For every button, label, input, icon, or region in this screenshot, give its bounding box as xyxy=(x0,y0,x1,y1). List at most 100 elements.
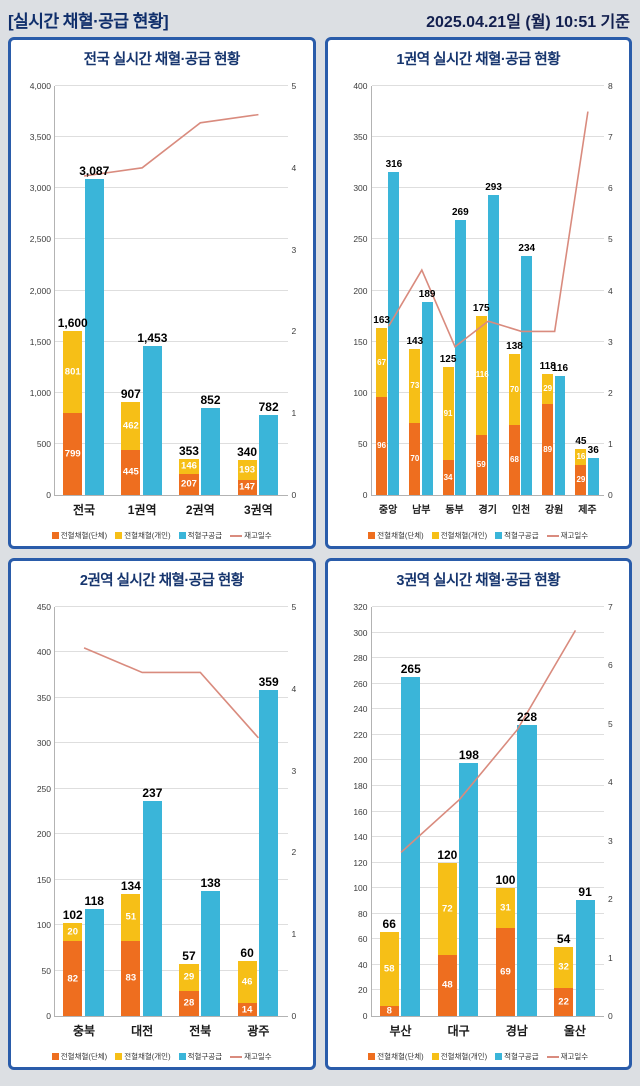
bar-value-label: 69 xyxy=(500,966,511,978)
supply-total-label: 189 xyxy=(418,288,436,300)
stack-total-label: 143 xyxy=(406,335,424,347)
bar-value-label: 58 xyxy=(383,962,395,974)
bar-group-donation: 70 xyxy=(409,423,421,495)
chart-panel-national: 전국 실시간 채혈·공급 현황 0 500 1,000 1,500 2,000 2,500… xyxy=(8,37,316,549)
legend-label: 전혈채혈(단체) xyxy=(377,531,424,540)
gridline xyxy=(371,963,604,965)
left-axis-tick-label: 0 xyxy=(46,1011,51,1021)
x-axis-category-label: 대구 xyxy=(447,1024,470,1038)
bar-value-label: 147 xyxy=(239,481,256,493)
bar-supply xyxy=(421,301,433,495)
bar-value-label: 193 xyxy=(239,464,256,476)
bar-value-label: 799 xyxy=(64,448,81,460)
chart-legend: 전혈채혈(단체) 전혈채혈(개인) 적혈구공급 재고일수 xyxy=(17,528,307,543)
supply-total-label: 269 xyxy=(452,206,469,218)
left-axis-tick-label: 120 xyxy=(353,857,368,868)
legend-label: 적혈구공급 xyxy=(504,531,539,540)
chart-legend: 전혈채혈(단체) 전혈채혈(개인) 적혈구공급 재고일수 xyxy=(17,1049,307,1064)
bar-value-label: 70 xyxy=(410,454,420,464)
legend-swatch xyxy=(178,1053,186,1060)
left-axis-tick-label: 350 xyxy=(353,132,368,143)
left-axis-tick-label: 20 xyxy=(358,985,368,996)
bar-value-label: 83 xyxy=(125,972,137,984)
inventory-days-line xyxy=(372,86,605,495)
bar-value-label: 46 xyxy=(241,976,253,988)
bar-value-label: 68 xyxy=(510,455,519,465)
stack-total-label: 100 xyxy=(495,873,516,888)
gridline xyxy=(371,836,604,838)
gridline xyxy=(371,187,604,189)
legend-label: 재고일수 xyxy=(244,531,272,540)
right-axis-tick-label: 2 xyxy=(291,847,297,858)
bar-group-donation: 48 xyxy=(437,954,457,1016)
bar-individual-donation: 462 xyxy=(121,402,141,450)
legend-item: 적혈구공급 xyxy=(178,1051,222,1062)
stack-total-label: 66 xyxy=(382,916,396,931)
gridline xyxy=(371,391,604,393)
supply-total-label: 1,453 xyxy=(137,331,168,346)
bar-individual-donation: 16 xyxy=(575,449,587,466)
right-axis-tick-label: 7 xyxy=(608,602,613,612)
right-axis-tick-label: 4 xyxy=(608,285,613,296)
right-axis-tick-label: 3 xyxy=(608,336,613,347)
bar-group-donation: 83 xyxy=(121,940,141,1016)
bar-individual-donation: 29 xyxy=(542,374,554,404)
bar-value-label: 29 xyxy=(543,384,553,394)
gridline xyxy=(371,136,604,138)
legend-item: 재고일수 xyxy=(230,1051,272,1062)
left-axis-tick-label: 500 xyxy=(36,438,51,449)
legend-item: 전혈채혈(개인) xyxy=(115,1051,171,1062)
header-datetime: 2025.04.21일 (월) 10:51 기준 xyxy=(426,13,630,31)
left-axis-tick-label: 300 xyxy=(353,183,368,194)
gridline xyxy=(55,606,288,607)
gridline xyxy=(371,238,604,240)
bar-value-label: 146 xyxy=(181,460,197,472)
legend-label: 전혈채혈(단체) xyxy=(60,1052,108,1061)
legend-label: 전혈채혈(개인) xyxy=(440,1052,488,1061)
plot-area: 0 500 1,000 1,500 2,000 2,500 3,000 3,500 4,000 0… xyxy=(30,81,297,517)
bar-individual-donation: 801 xyxy=(63,331,83,414)
plot-area: 0 20 40 60 80 100 120 140 160 180 200 220 240 260 280 3… xyxy=(353,602,612,1038)
bar-value-label: 73 xyxy=(410,381,420,391)
chart-title: 전국 실시간 채혈·공급 현황 xyxy=(83,52,241,68)
right-axis-tick-label: 2 xyxy=(608,894,613,905)
chart-area: 0 20 40 60 80 100 120 140 160 180 200 220 240 260 280 3… xyxy=(334,591,624,1049)
bar-value-label: 91 xyxy=(443,408,453,418)
gridline xyxy=(371,442,604,444)
bar-value-label: 29 xyxy=(183,971,195,983)
bar-supply xyxy=(388,171,400,495)
legend-label: 재고일수 xyxy=(560,531,589,540)
stack-total-label: 907 xyxy=(120,387,141,402)
left-axis-tick-label: 400 xyxy=(36,647,51,658)
supply-total-label: 36 xyxy=(587,445,599,457)
stack-total-label: 163 xyxy=(373,315,390,327)
chart-panel-region3: 3권역 실시간 채혈·공급 현황 0 20 40 60 80 100 120 140 160 18… xyxy=(324,558,632,1070)
legend-item: 재고일수 xyxy=(546,1051,588,1062)
bar-value-label: 20 xyxy=(67,926,78,938)
legend-item: 전혈채혈(개인) xyxy=(431,530,487,541)
stack-total-label: 138 xyxy=(506,340,523,352)
bar-supply xyxy=(488,195,500,495)
bar-individual-donation: 58 xyxy=(379,931,399,1006)
bar-supply xyxy=(200,890,221,1016)
x-axis-category-label: 전국 xyxy=(73,503,96,517)
right-axis-tick-label: 6 xyxy=(608,660,613,671)
left-axis-tick-label: 50 xyxy=(41,965,51,976)
bar-group-donation: 34 xyxy=(442,460,454,495)
bar-supply xyxy=(401,677,421,1016)
supply-total-label: 852 xyxy=(200,392,221,407)
gridline xyxy=(371,340,604,342)
stack-total-label: 45 xyxy=(575,436,587,447)
gridline xyxy=(55,187,288,189)
supply-total-label: 118 xyxy=(84,893,104,908)
x-axis-category-label: 경기 xyxy=(478,505,497,516)
bar-supply xyxy=(517,724,537,1016)
legend-line-swatch xyxy=(230,534,243,537)
x-axis-category-label: 인천 xyxy=(511,505,531,516)
legend-item: 재고일수 xyxy=(546,530,589,541)
x-axis-category-label: 전북 xyxy=(189,1024,212,1038)
bar-group-donation: 799 xyxy=(63,413,83,495)
legend-label: 전혈채혈(단체) xyxy=(60,531,108,540)
bar-value-label: 34 xyxy=(443,472,453,482)
left-axis-tick-label: 150 xyxy=(353,336,368,347)
